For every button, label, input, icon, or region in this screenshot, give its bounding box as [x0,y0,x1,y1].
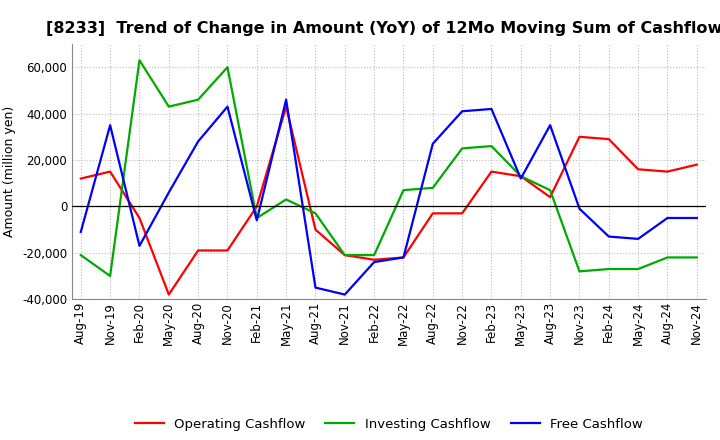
Legend: Operating Cashflow, Investing Cashflow, Free Cashflow: Operating Cashflow, Investing Cashflow, … [130,413,648,436]
Investing Cashflow [487,143,496,149]
Operating Cashflow [575,134,584,139]
Investing Cashflow [194,97,202,103]
Investing Cashflow [282,197,290,202]
Line: Free Cashflow: Free Cashflow [81,100,697,294]
Operating Cashflow [76,176,85,181]
Investing Cashflow [428,185,437,191]
Free Cashflow [575,206,584,211]
Free Cashflow [194,139,202,144]
Free Cashflow [282,97,290,103]
Free Cashflow [106,123,114,128]
Free Cashflow [487,106,496,112]
Investing Cashflow [223,65,232,70]
Operating Cashflow [282,104,290,109]
Free Cashflow [693,215,701,220]
Operating Cashflow [693,162,701,167]
Operating Cashflow [399,255,408,260]
Free Cashflow [663,215,672,220]
Investing Cashflow [135,58,144,63]
Free Cashflow [458,109,467,114]
Operating Cashflow [605,136,613,142]
Line: Operating Cashflow: Operating Cashflow [81,106,697,294]
Operating Cashflow [341,253,349,258]
Line: Investing Cashflow: Investing Cashflow [81,60,697,276]
Investing Cashflow [546,187,554,193]
Free Cashflow [399,255,408,260]
Free Cashflow [546,123,554,128]
Investing Cashflow [253,215,261,220]
Title: [8233]  Trend of Change in Amount (YoY) of 12Mo Moving Sum of Cashflows: [8233] Trend of Change in Amount (YoY) o… [46,21,720,36]
Operating Cashflow [546,194,554,200]
Investing Cashflow [693,255,701,260]
Investing Cashflow [311,211,320,216]
Operating Cashflow [516,174,525,179]
Investing Cashflow [76,253,85,258]
Investing Cashflow [605,266,613,271]
Free Cashflow [341,292,349,297]
Operating Cashflow [458,211,467,216]
Operating Cashflow [370,257,379,262]
Operating Cashflow [106,169,114,174]
Operating Cashflow [223,248,232,253]
Free Cashflow [605,234,613,239]
Investing Cashflow [164,104,173,109]
Free Cashflow [516,176,525,181]
Investing Cashflow [516,174,525,179]
Free Cashflow [76,229,85,235]
Operating Cashflow [194,248,202,253]
Operating Cashflow [487,169,496,174]
Operating Cashflow [663,169,672,174]
Investing Cashflow [575,269,584,274]
Free Cashflow [428,141,437,147]
Investing Cashflow [634,266,642,271]
Operating Cashflow [253,204,261,209]
Free Cashflow [253,218,261,223]
Investing Cashflow [341,253,349,258]
Free Cashflow [370,260,379,265]
Free Cashflow [164,190,173,195]
Free Cashflow [311,285,320,290]
Investing Cashflow [106,273,114,279]
Investing Cashflow [399,187,408,193]
Operating Cashflow [428,211,437,216]
Operating Cashflow [311,227,320,232]
Free Cashflow [223,104,232,109]
Investing Cashflow [458,146,467,151]
Operating Cashflow [634,167,642,172]
Investing Cashflow [370,253,379,258]
Free Cashflow [634,236,642,242]
Investing Cashflow [663,255,672,260]
Operating Cashflow [135,215,144,220]
Free Cashflow [135,243,144,249]
Y-axis label: Amount (million yen): Amount (million yen) [4,106,17,237]
Operating Cashflow [164,292,173,297]
